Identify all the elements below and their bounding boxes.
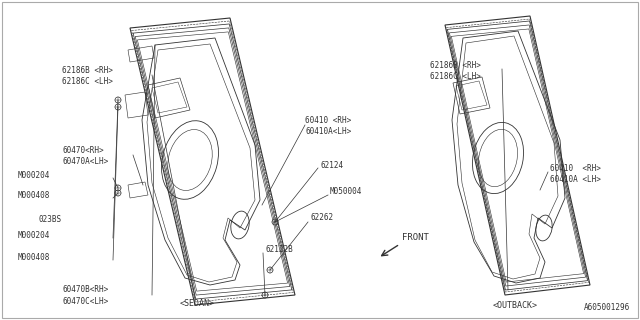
Text: M000204: M000204 — [18, 230, 51, 239]
Text: 62186B <RH>: 62186B <RH> — [62, 66, 113, 75]
Text: 60470C<LH>: 60470C<LH> — [62, 298, 108, 307]
Text: 60410A <LH>: 60410A <LH> — [550, 174, 601, 183]
Text: M000408: M000408 — [18, 190, 51, 199]
Text: 60410  <RH>: 60410 <RH> — [550, 164, 601, 172]
Text: 60470A<LH>: 60470A<LH> — [62, 156, 108, 165]
Text: 62186C <LH>: 62186C <LH> — [62, 76, 113, 85]
Text: <SEDAN>: <SEDAN> — [179, 299, 214, 308]
Text: 62186C <LH>: 62186C <LH> — [430, 71, 481, 81]
Text: 62186B <RH>: 62186B <RH> — [430, 60, 481, 69]
Text: 60410A<LH>: 60410A<LH> — [305, 126, 351, 135]
Text: FRONT: FRONT — [402, 233, 429, 242]
Text: M050004: M050004 — [330, 188, 362, 196]
Text: 60410 <RH>: 60410 <RH> — [305, 116, 351, 124]
Text: 60470<RH>: 60470<RH> — [62, 146, 104, 155]
Text: M000408: M000408 — [18, 252, 51, 261]
Text: 62124: 62124 — [320, 161, 343, 170]
Text: A605001296: A605001296 — [584, 303, 630, 312]
Text: 023BS: 023BS — [38, 215, 61, 225]
Text: <OUTBACK>: <OUTBACK> — [493, 300, 538, 309]
Text: 62122B: 62122B — [265, 245, 292, 254]
Text: M000204: M000204 — [18, 171, 51, 180]
Text: 62262: 62262 — [310, 213, 333, 222]
Text: 60470B<RH>: 60470B<RH> — [62, 285, 108, 294]
